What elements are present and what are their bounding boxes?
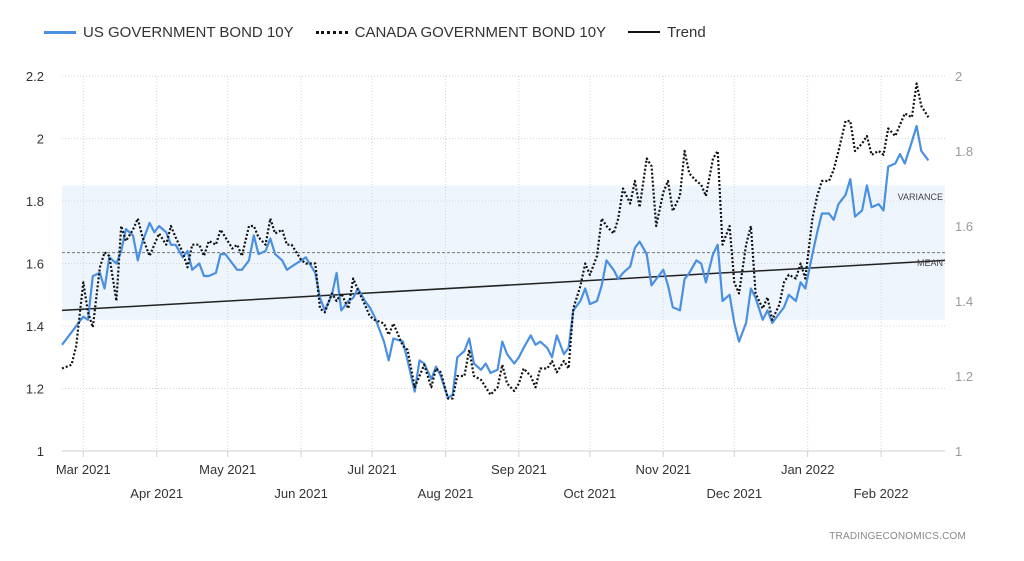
legend-swatch-us [44, 30, 76, 34]
x-tick-label-bottom: Dec 2021 [706, 486, 762, 501]
x-tick-label-top: Sep 2021 [491, 462, 547, 477]
y-right-tick-label: 1.4 [955, 294, 973, 309]
legend: US GOVERNMENT BOND 10Y CANADA GOVERNMENT… [44, 20, 728, 44]
y-right-tick-label: 2 [955, 69, 962, 84]
series-line-canada [61, 82, 930, 400]
mean-label: MEAN [917, 258, 943, 268]
x-tick-label-bottom: Aug 2021 [418, 486, 474, 501]
variance-label: VARIANCE [898, 192, 943, 202]
x-tick-label-top: May 2021 [199, 462, 256, 477]
x-tick-label-top: Nov 2021 [635, 462, 691, 477]
x-tick-label-bottom: Apr 2021 [130, 486, 183, 501]
y-left-tick-label: 1.4 [26, 319, 44, 334]
x-tick-label-top: Jul 2021 [348, 462, 397, 477]
legend-item-trend[interactable]: Trend [628, 24, 706, 41]
y-right-tick-label: 1.2 [955, 369, 973, 384]
legend-label-us: US GOVERNMENT BOND 10Y [83, 23, 294, 41]
watermark: TRADINGECONOMICS.COM [829, 531, 966, 542]
y-right-tick-label: 1.8 [955, 144, 973, 159]
x-tick-label-top: Jan 2022 [781, 462, 835, 477]
y-left-tick-label: 2.2 [26, 69, 44, 84]
y-left-tick-label: 1.2 [26, 382, 44, 397]
trend-line [61, 259, 946, 312]
legend-label-trend: Trend [667, 23, 706, 41]
legend-swatch-canada [315, 30, 348, 34]
legend-item-canada[interactable]: CANADA GOVERNMENT BOND 10Y [315, 23, 607, 41]
x-tick-label-bottom: Jun 2021 [274, 486, 328, 501]
y-left-tick-label: 1.6 [26, 257, 44, 272]
y-left-tick-label: 1 [37, 444, 44, 459]
series-line-us [61, 124, 930, 399]
y-left-tick-label: 1.8 [26, 194, 44, 209]
legend-item-us[interactable]: US GOVERNMENT BOND 10Y [44, 24, 294, 41]
y-right-tick-label: 1.6 [955, 219, 973, 234]
x-tick-label-bottom: Feb 2022 [854, 486, 909, 501]
legend-label-canada: CANADA GOVERNMENT BOND 10Y [354, 23, 607, 41]
x-tick-label-bottom: Oct 2021 [564, 486, 617, 501]
y-left-tick-label: 2 [37, 132, 44, 147]
x-tick-label-top: Mar 2021 [56, 462, 111, 477]
y-right-tick-label: 1 [955, 444, 962, 459]
legend-swatch-trend [628, 31, 661, 33]
